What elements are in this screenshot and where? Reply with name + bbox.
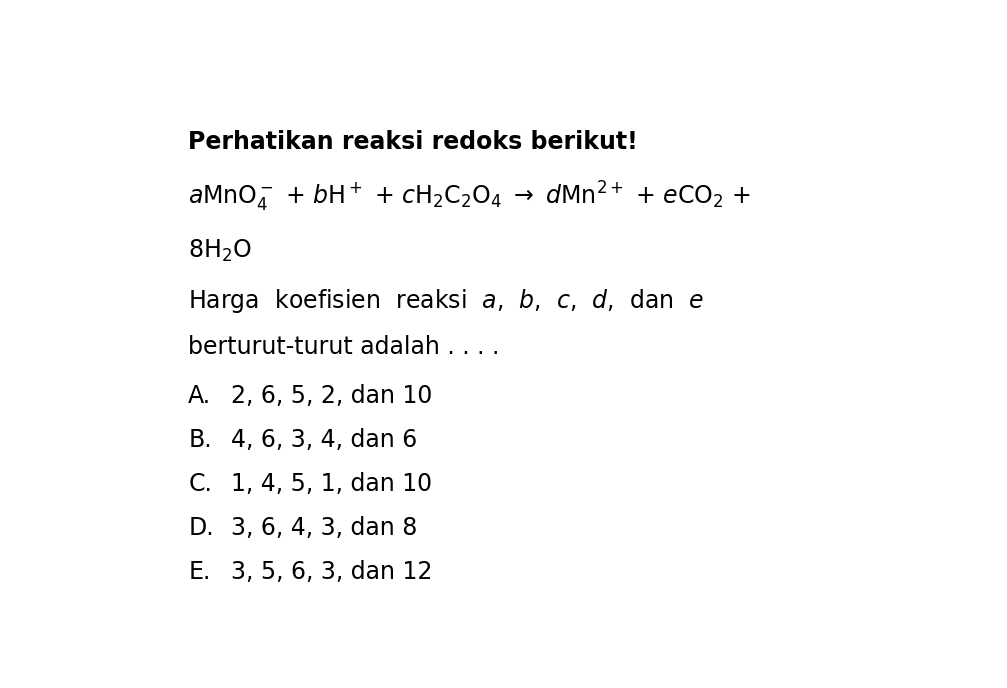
Text: $\mathrm{8H_2O}$: $\mathrm{8H_2O}$ <box>188 237 252 264</box>
Text: 2, 6, 5, 2, dan 10: 2, 6, 5, 2, dan 10 <box>232 384 433 408</box>
Text: Harga  koefisien  reaksi  $a$,  $b$,  $c$,  $d$,  dan  $e$: Harga koefisien reaksi $a$, $b$, $c$, $d… <box>188 287 705 314</box>
Text: 1, 4, 5, 1, dan 10: 1, 4, 5, 1, dan 10 <box>232 472 432 496</box>
Text: 3, 5, 6, 3, dan 12: 3, 5, 6, 3, dan 12 <box>232 560 433 584</box>
Text: Perhatikan reaksi redoks berikut!: Perhatikan reaksi redoks berikut! <box>188 130 638 154</box>
Text: C.: C. <box>188 472 212 496</box>
Text: 3, 6, 4, 3, dan 8: 3, 6, 4, 3, dan 8 <box>232 516 418 540</box>
Text: A.: A. <box>188 384 211 408</box>
Text: D.: D. <box>188 516 213 540</box>
Text: 4, 6, 3, 4, dan 6: 4, 6, 3, 4, dan 6 <box>232 428 418 452</box>
Text: $a\mathrm{MnO_4^-}$ $+$ $b\mathrm{H^+}$ $+$ $c\mathrm{H_2C_2O_4}$ $\rightarrow$ : $a\mathrm{MnO_4^-}$ $+$ $b\mathrm{H^+}$ … <box>188 180 750 214</box>
Text: E.: E. <box>188 560 210 584</box>
Text: berturut-turut adalah . . . .: berturut-turut adalah . . . . <box>188 335 499 359</box>
Text: B.: B. <box>188 428 211 452</box>
